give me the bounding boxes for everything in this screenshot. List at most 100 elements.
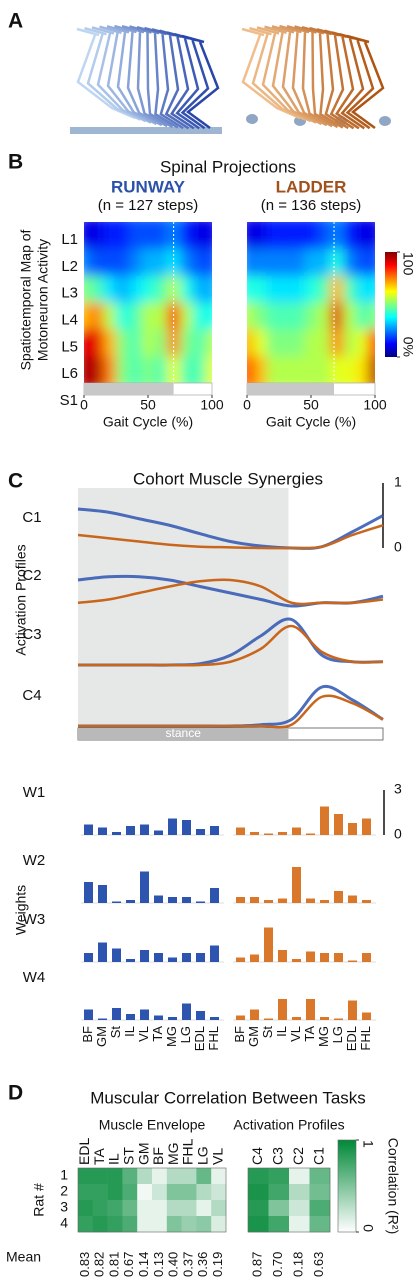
heatmap-cell xyxy=(167,356,181,383)
row-label: 1 xyxy=(60,1167,68,1183)
correlation-cell xyxy=(268,1184,290,1201)
correlation-cell xyxy=(166,1200,182,1217)
heatmap-cell xyxy=(167,302,181,330)
y-axis-label: Motoneuron Activity xyxy=(35,239,51,361)
mean-value: 0.63 xyxy=(311,1252,326,1277)
heatmap xyxy=(247,222,375,383)
heatmap-cell xyxy=(317,248,331,277)
heatmap-cell xyxy=(355,302,370,330)
heatmap-cell xyxy=(141,302,155,330)
weight-bar xyxy=(112,948,121,962)
pelvis-stick xyxy=(106,25,130,34)
heatmap-cell xyxy=(355,248,370,277)
pelvis-stick xyxy=(256,26,280,35)
heatmap-cell xyxy=(180,222,194,250)
synergy-label: C1 xyxy=(22,509,41,526)
heatmap-cell xyxy=(247,302,254,330)
heatmap-cell xyxy=(317,275,331,303)
weight-bar xyxy=(278,832,287,835)
x-tick-label: 100 xyxy=(363,397,387,413)
pelvis-stick xyxy=(241,27,265,37)
heatmap-cell xyxy=(128,356,143,383)
correlation-cell xyxy=(137,1184,153,1201)
column-label: C3 xyxy=(269,1147,285,1165)
heatmap-cell xyxy=(330,329,344,357)
heatmap-cell xyxy=(192,222,207,250)
heatmap-cell xyxy=(247,248,254,277)
muscle-label: LG xyxy=(330,1026,345,1043)
pelvis-stick xyxy=(114,24,137,34)
heatmap-cell xyxy=(253,356,267,383)
heatmap-cell xyxy=(141,329,155,357)
weight-bar xyxy=(306,999,315,1020)
heatmap-cell xyxy=(116,356,130,383)
activation-curve xyxy=(77,694,384,729)
muscle-label: EDL xyxy=(192,1026,207,1051)
correlation-cell xyxy=(248,1216,269,1233)
panel-label: A xyxy=(8,10,23,33)
pelvis-stick xyxy=(279,24,302,34)
segment-label: L4 xyxy=(61,311,78,328)
column-label: MG xyxy=(165,1142,181,1165)
heatmap-cell xyxy=(90,248,104,277)
heatmap-cell xyxy=(317,302,331,330)
heatmap-cell xyxy=(192,356,207,383)
mean-value: 0.13 xyxy=(151,1252,166,1277)
heatmap-cell xyxy=(253,275,267,303)
condition-name: LADDER xyxy=(276,177,347,196)
correlation-cell xyxy=(309,1168,331,1185)
correlation-cell xyxy=(268,1200,290,1217)
muscle-label: FHL xyxy=(206,1026,221,1051)
correlation-cell xyxy=(107,1216,123,1233)
weight-bar xyxy=(278,999,287,1020)
correlation-cell xyxy=(181,1200,197,1217)
mean-value: 0.40 xyxy=(166,1252,181,1277)
heatmap-cell xyxy=(253,329,267,357)
correlation-cell xyxy=(152,1216,168,1233)
heatmap-cell xyxy=(180,302,194,330)
limb-stick xyxy=(281,32,323,126)
limb-stick xyxy=(106,32,152,124)
muscle-label: FHL xyxy=(358,1026,373,1051)
limb-stick xyxy=(185,41,220,130)
weight-bar xyxy=(140,871,149,903)
weight-bar xyxy=(348,1000,357,1020)
mean-value: 0.67 xyxy=(121,1252,136,1277)
column-label: IL xyxy=(106,1153,122,1165)
weight-bar xyxy=(334,814,343,835)
pelvis-stick xyxy=(271,25,295,34)
weight-bar xyxy=(320,1017,329,1020)
heatmap-cell xyxy=(330,302,344,330)
weight-bar xyxy=(210,826,219,835)
column-label: LG xyxy=(195,1146,211,1165)
heatmap-cell xyxy=(84,248,91,277)
row-axis-label: Rat # xyxy=(31,1183,47,1217)
spinal-title: Spinal Projections xyxy=(160,157,296,176)
correlation-cell xyxy=(78,1168,94,1185)
correlation-cell xyxy=(248,1184,269,1201)
heatmap-cell xyxy=(116,275,130,303)
weight-bar xyxy=(292,1017,301,1020)
weight-bar xyxy=(264,1018,273,1020)
correlation-cell xyxy=(309,1184,331,1201)
heatmap-cell xyxy=(317,329,331,357)
correlation-cell xyxy=(196,1184,212,1201)
limb-stick xyxy=(175,38,200,130)
heatmap-cell xyxy=(154,275,168,303)
weight-bar xyxy=(126,826,135,835)
correlation-cell xyxy=(152,1168,168,1185)
heatmap-cell xyxy=(180,329,194,357)
muscle-label: IL xyxy=(274,1026,289,1037)
heatmap-cell xyxy=(128,222,143,250)
weight-bar xyxy=(182,897,191,903)
heatmap-cell xyxy=(266,222,280,250)
heatmap-cell xyxy=(304,302,318,330)
heatmap-cell xyxy=(253,248,267,277)
limb-stick xyxy=(311,32,339,129)
heatmap-cell xyxy=(355,275,370,303)
weight-bar xyxy=(196,953,205,962)
weight-bar xyxy=(112,1008,121,1020)
limb-stick xyxy=(180,39,210,130)
muscle-label: VL xyxy=(136,1026,151,1042)
panel-label: B xyxy=(8,151,23,174)
